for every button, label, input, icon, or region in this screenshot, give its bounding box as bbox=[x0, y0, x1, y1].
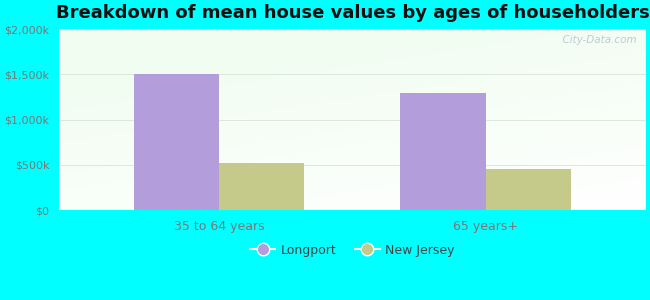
Bar bbox=[134, 74, 219, 210]
Bar bbox=[400, 93, 486, 210]
Bar bbox=[486, 169, 571, 210]
Text: City-Data.com: City-Data.com bbox=[556, 35, 637, 45]
Legend: Longport, New Jersey: Longport, New Jersey bbox=[246, 239, 460, 262]
Bar bbox=[219, 163, 304, 210]
Title: Breakdown of mean house values by ages of householders: Breakdown of mean house values by ages o… bbox=[55, 4, 649, 22]
